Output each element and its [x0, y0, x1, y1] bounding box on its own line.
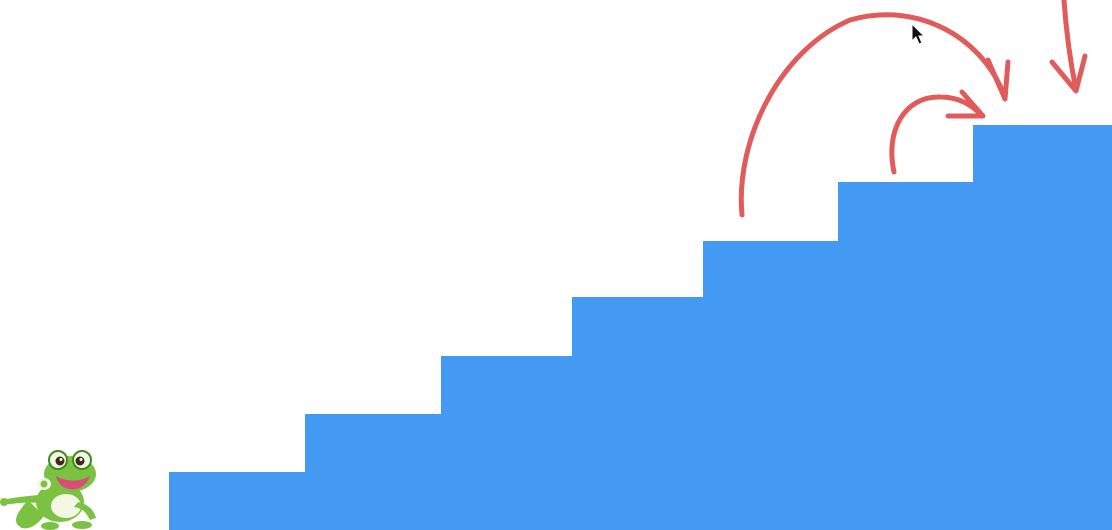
mouse-cursor-icon — [911, 22, 926, 45]
arrow-from-above — [1049, 0, 1088, 94]
stair-step-7 — [973, 125, 1112, 530]
arrow-two-step-jump — [738, 12, 1011, 218]
staircase — [169, 125, 1112, 530]
arrow-one-step-jump — [889, 89, 986, 175]
frog-icon — [0, 450, 96, 530]
jump-arrows — [738, 0, 1088, 218]
